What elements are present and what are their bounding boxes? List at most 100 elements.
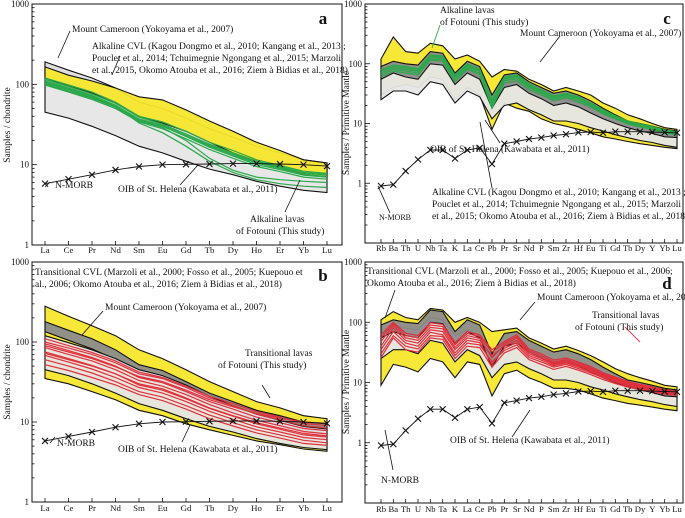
nmorb-marker <box>426 405 434 413</box>
sample-line-2 <box>380 59 678 136</box>
band-mount-cameroon <box>380 51 678 139</box>
nmorb-marker <box>112 423 119 431</box>
x-tick-label: Ce <box>64 245 74 255</box>
panel-a-chart: La Ce Pr Nd Sm Eu Gd Tb Dy Ho Er Yb Lu 1 10 100 1000 <box>11 0 332 255</box>
nmorb-marker <box>537 134 545 142</box>
nmorb-marker <box>229 417 237 425</box>
x-tick-label: U <box>415 243 422 253</box>
ylabel-d: Samples / Primitive Mantle <box>342 330 352 434</box>
nmorb-marker <box>550 391 558 398</box>
x-tick-label: Dy <box>228 503 239 513</box>
x-tick-label: Pr <box>88 245 96 255</box>
nmorb-marker <box>414 415 422 423</box>
y-tick-label: 100 <box>349 59 363 69</box>
annot-a-fotouni-1: Alkaline lavas <box>250 215 305 225</box>
x-tick-label: Zr <box>562 243 570 253</box>
nmorb-marker <box>574 128 582 136</box>
nmorb-marker <box>513 397 521 405</box>
nmorb-marker <box>402 427 410 434</box>
y-tick-label: 10 <box>20 160 30 170</box>
nmorb-marker <box>463 405 471 413</box>
ylabel-c: Samples / Primitive Mantle <box>342 71 352 175</box>
nmorb-marker <box>562 130 570 138</box>
x-tick-label: Pb <box>487 243 496 253</box>
x-tick-label: Nd <box>110 503 121 513</box>
x-tick-label: Nb <box>425 243 436 253</box>
nmorb-marker <box>402 167 410 175</box>
nmorb-marker <box>206 417 213 425</box>
x-tick-label: Hf <box>574 243 583 253</box>
x-tick-label: Eu <box>158 245 168 255</box>
y-tick-label: 100 <box>16 337 30 347</box>
annot-d-oib: OIB of St. Helena (Kawabata et al., 2011… <box>450 435 610 446</box>
nmorb-marker <box>159 161 166 169</box>
x-tick-label: Dy <box>228 245 239 255</box>
nmorb-marker <box>636 128 644 136</box>
panel-b-chart: La Ce Pr Nd Sm Eu Gd Tb Dy Ho Er Yb Lu 1 10 100 1000 <box>11 257 332 513</box>
panel-letter-b: b <box>318 266 327 285</box>
nmorb-marker <box>323 162 331 170</box>
annot-c-oib: OIB of St. Helena (Kawabata et al., 2011… <box>430 144 590 155</box>
annot-d-nmorb: N-MORB <box>381 476 419 486</box>
nmorb-marker <box>624 387 632 395</box>
x-tick-label: Rb <box>376 504 386 514</box>
annot-d-mount-cameroon: Mount Cameroon (Yokoyama et al., 2007) <box>537 292 685 303</box>
x-tick-label: Er <box>276 503 284 513</box>
annot-a-cvl-1: Alkaline CVL (Kagou Dongmo et al., 2010;… <box>92 41 346 52</box>
x-tick-label: Pb <box>487 504 496 514</box>
x-tick-label: Tb <box>205 245 215 255</box>
x-tick-label: Tb <box>623 504 633 514</box>
x-tick-label: U <box>415 504 422 514</box>
x-tick-label: Sr <box>513 504 521 514</box>
annot-a-fotouni-2: of Fotouni (This study) <box>236 226 324 237</box>
x-tick-label: Gd <box>610 243 621 253</box>
x-tick-label: Ho <box>251 503 262 513</box>
x-tick-label: Gd <box>181 503 192 513</box>
annot-d-cvl-2: Okomo Atouba et al., 2016; Ziem à Bidias… <box>367 278 576 289</box>
nmorb-marker <box>65 175 72 183</box>
annot-b-mount-cameroon: Mount Cameroon (Yokoyama et al., 2007) <box>105 302 266 313</box>
nmorb-marker <box>500 399 508 407</box>
sample-line-9 <box>44 352 328 437</box>
sample-line-3 <box>380 334 678 396</box>
nmorb-marker <box>488 419 496 427</box>
x-tick-label: Th <box>401 243 411 253</box>
x-tick-label: Lu <box>322 245 332 255</box>
x-tick-label: La <box>463 243 472 253</box>
x-tick-label: Tb <box>205 503 215 513</box>
nmorb-marker <box>206 160 213 168</box>
panel-c-chart: Rb Ba Th U Nb Ta K La Ce Pb Pr Sr Nd P Sm Zr Hf Eu Ti Gd Tb D… <box>344 0 682 253</box>
x-tick-label: Y <box>649 504 655 514</box>
x-tick-label: Ba <box>389 243 399 253</box>
x-tick-label: La <box>463 504 472 514</box>
y-tick-label: 1 <box>25 497 30 507</box>
nmorb-marker <box>513 138 521 145</box>
nmorb-marker <box>599 388 607 396</box>
y-tick-label: 1 <box>358 178 363 188</box>
nmorb-marker <box>377 442 385 449</box>
x-tick-label: Tb <box>623 243 633 253</box>
annot-b-cvl-1: Transitional CVL (Marzoli et al., 2000; … <box>35 267 303 278</box>
sample-line-10 <box>44 345 328 424</box>
x-tick-label: K <box>452 243 459 253</box>
annot-c-fotouni-2: of Fotouni (This study) <box>440 17 528 28</box>
x-tick-label: Sm <box>133 245 145 255</box>
nmorb-marker <box>451 155 459 162</box>
x-tick-label: Ce <box>475 504 485 514</box>
x-tick-label: La <box>40 245 49 255</box>
x-tick-label: Eu <box>586 243 596 253</box>
sample-line-5 <box>44 78 328 175</box>
annot-a-nmorb: N-MORB <box>55 181 93 191</box>
nmorb-marker <box>451 414 459 422</box>
annotations-c: Alkaline lavas of Fotouni (This study) M… <box>377 6 685 222</box>
nmorb-marker <box>276 417 284 425</box>
annot-a-cvl-3: et al., 2015, Okomo Atouba et al., 2016;… <box>92 65 348 76</box>
annot-b-nmorb: N-MORB <box>57 439 95 449</box>
annot-c-cvl-1: Alkaline CVL (Kagou Dongmo et al., 2010;… <box>432 187 685 198</box>
annot-c-cvl-2: Pouclet et al., 2014; Tchuimegnie Ngonga… <box>432 200 681 210</box>
x-tick-label: Ce <box>64 503 74 513</box>
nmorb-marker <box>550 132 558 139</box>
nmorb-marker <box>624 128 632 136</box>
sample-line-8 <box>44 341 328 429</box>
nmorb-marker <box>476 403 484 411</box>
